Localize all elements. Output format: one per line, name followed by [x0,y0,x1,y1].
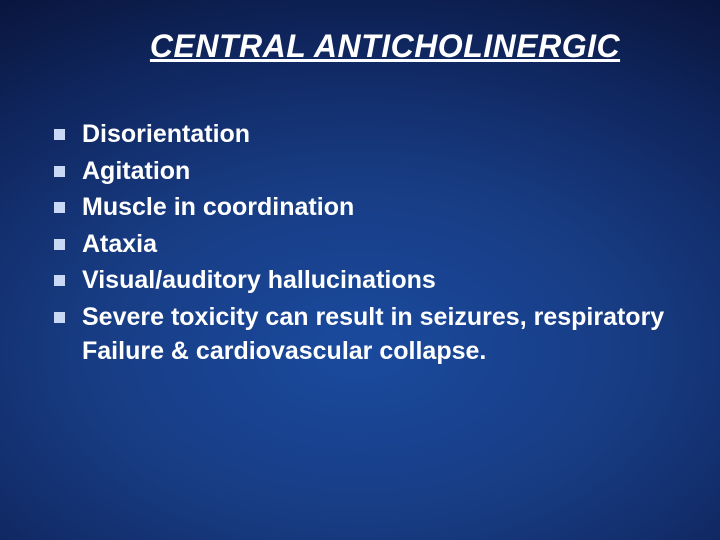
slide-title: CENTRAL ANTICHOLINERGIC [30,28,690,65]
bullet-list: Disorientation Agitation Muscle in coord… [30,117,690,369]
list-item: Disorientation [44,117,690,152]
list-item: Agitation [44,154,690,189]
list-item: Muscle in coordination [44,190,690,225]
list-item: Visual/auditory hallucinations [44,263,690,298]
list-item: Ataxia [44,227,690,262]
list-item: Severe toxicity can result in seizures, … [44,300,690,369]
